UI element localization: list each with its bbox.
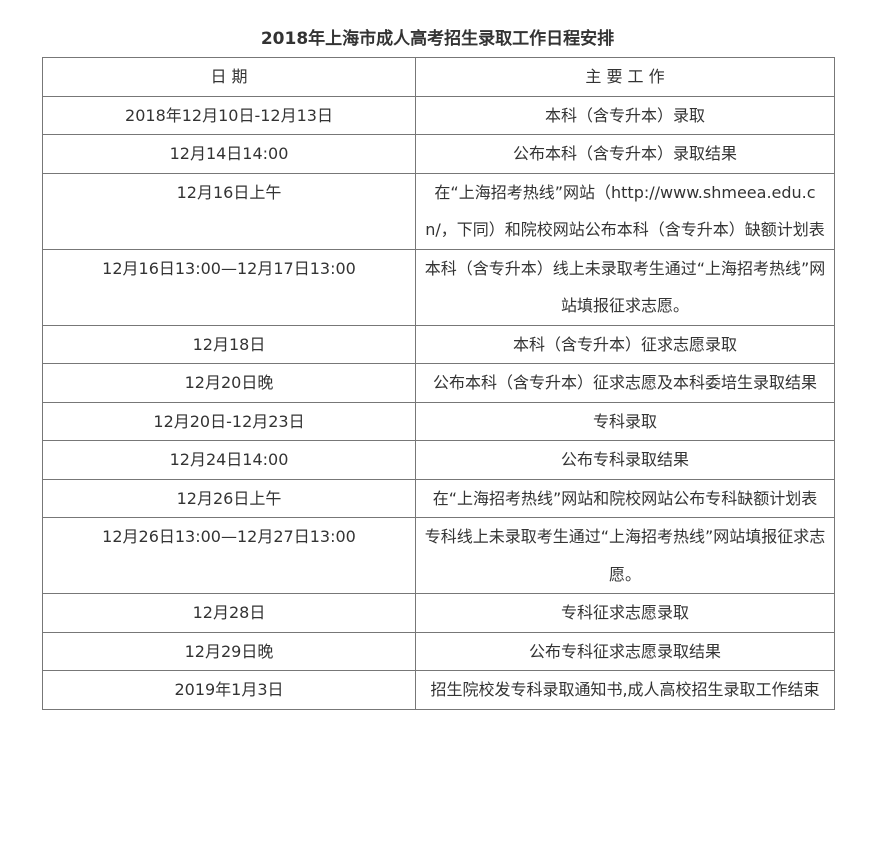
table-header-row: 日 期 主 要 工 作 (42, 57, 835, 97)
date-cell: 12月28日 (42, 593, 416, 633)
date-cell: 12月20日-12月23日 (42, 401, 416, 441)
date-cell: 12月29日晚 (42, 631, 416, 671)
date-cell: 12月26日上午 (42, 478, 416, 518)
date-cell: 12月20日晚 (42, 363, 416, 403)
table-row: 12月14日14:00 公布本科（含专升本）录取结果 (42, 134, 835, 174)
work-cell: 本科（含专升本）线上未录取考生通过“上海招考热线”网站填报征求志愿。 (415, 248, 835, 326)
work-cell: 在“上海招考热线”网站和院校网站公布专科缺额计划表 (415, 478, 835, 518)
table-row: 12月26日13:00—12月27日13:00 专科线上未录取考生通过“上海招考热… (42, 517, 835, 594)
date-cell: 12月26日13:00—12月27日13:00 (42, 517, 416, 594)
table-row: 12月16日13:00—12月17日13:00 本科（含专升本）线上未录取考生通过… (42, 248, 835, 326)
table-row: 12月20日-12月23日 专科录取 (42, 401, 835, 441)
work-cell: 在“上海招考热线”网站（http://www.shmeea.edu.cn/，下同… (415, 172, 835, 250)
table-row: 12月29日晚 公布专科征求志愿录取结果 (42, 631, 835, 671)
table-row: 2019年1月3日 招生院校发专科录取通知书,成人高校招生录取工作结束 (42, 670, 835, 710)
header-date: 日 期 (42, 57, 416, 97)
work-cell: 专科征求志愿录取 (415, 593, 835, 633)
date-cell: 12月16日13:00—12月17日13:00 (42, 248, 416, 326)
work-cell: 公布专科征求志愿录取结果 (415, 631, 835, 671)
date-cell: 12月14日14:00 (42, 134, 416, 174)
work-cell: 公布本科（含专升本）征求志愿及本科委培生录取结果 (415, 363, 835, 403)
work-cell: 本科（含专升本）录取 (415, 95, 835, 135)
work-cell: 公布专科录取结果 (415, 440, 835, 480)
date-cell: 12月18日 (42, 324, 416, 364)
table-row: 12月18日 本科（含专升本）征求志愿录取 (42, 324, 835, 364)
work-cell: 公布本科（含专升本）录取结果 (415, 134, 835, 174)
date-cell: 12月16日上午 (42, 172, 416, 250)
date-cell: 2019年1月3日 (42, 670, 416, 710)
work-cell: 专科录取 (415, 401, 835, 441)
table-row: 12月24日14:00 公布专科录取结果 (42, 440, 835, 480)
date-cell: 2018年12月10日-12月13日 (42, 95, 416, 135)
table-row: 12月16日上午 在“上海招考热线”网站（http://www.shmeea.ed… (42, 172, 835, 250)
schedule-table: 日 期 主 要 工 作 2018年12月10日-12月13日 本科（含专升本）录取… (42, 57, 835, 710)
table-row: 12月26日上午 在“上海招考热线”网站和院校网站公布专科缺额计划表 (42, 478, 835, 518)
table-row: 12月28日 专科征求志愿录取 (42, 593, 835, 633)
work-cell: 招生院校发专科录取通知书,成人高校招生录取工作结束 (415, 670, 835, 710)
table-row: 12月20日晚 公布本科（含专升本）征求志愿及本科委培生录取结果 (42, 363, 835, 403)
header-work: 主 要 工 作 (415, 57, 835, 97)
page-title: 2018年上海市成人高考招生录取工作日程安排 (260, 29, 615, 49)
date-cell: 12月24日14:00 (42, 440, 416, 480)
work-cell: 专科线上未录取考生通过“上海招考热线”网站填报征求志愿。 (415, 517, 835, 594)
work-cell: 本科（含专升本）征求志愿录取 (415, 324, 835, 364)
table-row: 2018年12月10日-12月13日 本科（含专升本）录取 (42, 95, 835, 135)
